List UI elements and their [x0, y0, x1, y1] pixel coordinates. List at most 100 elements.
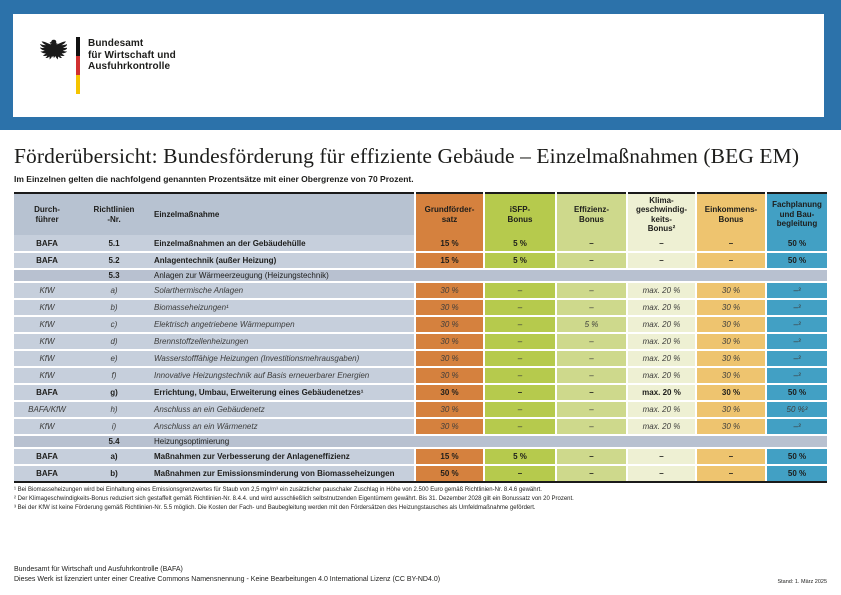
- cell-durchfuehrer: BAFA: [14, 465, 80, 483]
- cell-fachplanung-baubegleitung: 50 %: [765, 448, 827, 466]
- column-header-isfp-bonus: iSFP- Bonus: [483, 193, 556, 235]
- cell-klimageschwindigkeits-bonus: max. 20 %: [626, 401, 696, 419]
- cell-isfp-bonus: –: [483, 465, 556, 483]
- cell-klimageschwindigkeits-bonus: max. 20 %: [626, 316, 696, 334]
- cell-effizienz-bonus: –: [555, 418, 627, 436]
- cell-einzelmassnahme: Brennstoffzellenheizungen: [148, 333, 415, 351]
- cell-durchfuehrer: KfW: [14, 333, 80, 351]
- cell-isfp-bonus: 5 %: [483, 235, 556, 253]
- content-area: Förderübersicht: Bundesförderung für eff…: [0, 130, 841, 513]
- cell-richtlinien-nr: g): [80, 384, 148, 402]
- cell-einzelmassnahme: Einzelmaßnahmen an der Gebäudehülle: [148, 235, 415, 253]
- cell-klimageschwindigkeits-bonus: –: [626, 465, 696, 483]
- cell-isfp-bonus: –: [483, 316, 556, 334]
- cell-einkommens-bonus: 30 %: [695, 367, 766, 385]
- column-header-effizienz-bonus: Effizienz- Bonus: [555, 193, 627, 235]
- cell-einzelmassnahme: Biomasseheizungen¹: [148, 299, 415, 317]
- bafa-logo: Bundesamt für Wirtschaft und Ausfuhrkont…: [40, 37, 176, 94]
- cell-fachplanung-baubegleitung: –³: [765, 282, 827, 300]
- table-row: KfW a) Solarthermische Anlagen 30 % – – max. 2…: [14, 282, 827, 300]
- cell-richtlinien-nr: 5.4: [80, 435, 148, 449]
- cell-einzelmassnahme: Solarthermische Anlagen: [148, 282, 415, 300]
- footer-license: Dieses Werk ist lizenziert unter einer C…: [14, 576, 441, 583]
- cell-durchfuehrer: KfW: [14, 350, 80, 368]
- cell-richtlinien-nr: a): [80, 448, 148, 466]
- table-row: KfW c) Elektrisch angetriebene Wärmepumpen…: [14, 316, 827, 334]
- cell-fachplanung-baubegleitung: 50 %: [765, 384, 827, 402]
- cell-isfp-bonus: –: [483, 282, 556, 300]
- cell-fachplanung-baubegleitung: –³: [765, 333, 827, 351]
- cell-klimageschwindigkeits-bonus: –: [626, 448, 696, 466]
- cell-grundfoerdersatz: 15 %: [414, 448, 484, 466]
- cell-einzelmassnahme: Anlagentechnik (außer Heizung): [148, 252, 415, 270]
- cell-richtlinien-nr: f): [80, 367, 148, 385]
- cell-richtlinien-nr: 5.2: [80, 252, 148, 270]
- column-header-durchfuehrer: Durch- führer: [14, 193, 80, 235]
- cell-isfp-bonus: –: [483, 333, 556, 351]
- cell-effizienz-bonus: –: [555, 252, 627, 270]
- cell-fachplanung-baubegleitung: –³: [765, 367, 827, 385]
- cell-effizienz-bonus: –: [555, 333, 627, 351]
- cell-effizienz-bonus: –: [555, 235, 627, 253]
- cell-einkommens-bonus: –: [695, 448, 766, 466]
- column-header-fachplanung-baubegleitung: Fachplanung und Bau- begleitung: [765, 193, 827, 235]
- table-body: BAFA 5.1 Einzelmaßnahmen an der Gebäudehül…: [14, 235, 827, 483]
- table-row: KfW f) Innovative Heizungstechnik auf Basi…: [14, 367, 827, 385]
- logo-text: Bundesamt für Wirtschaft und Ausfuhrkont…: [88, 37, 176, 73]
- flag-stripe-icon: [76, 37, 80, 94]
- cell-effizienz-bonus: –: [555, 465, 627, 483]
- cell-durchfuehrer: [14, 435, 80, 449]
- cell-einzelmassnahme: Anschluss an ein Gebäudenetz: [148, 401, 415, 419]
- cell-isfp-bonus: –: [483, 350, 556, 368]
- cell-einkommens-bonus: 30 %: [695, 282, 766, 300]
- cell-grundfoerdersatz: 15 %: [414, 252, 484, 270]
- cell-grundfoerdersatz: 30 %: [414, 418, 484, 436]
- table-row: BAFA g) Errichtung, Umbau, Erweiterung ein…: [14, 384, 827, 402]
- cell-isfp-bonus: –: [483, 367, 556, 385]
- cell-effizienz-bonus: –: [555, 401, 627, 419]
- cell-klimageschwindigkeits-bonus: max. 20 %: [626, 418, 696, 436]
- cell-einzelmassnahme: Maßnahmen zur Verbesserung der Anlagenef…: [148, 448, 415, 466]
- cell-isfp-bonus: –: [483, 401, 556, 419]
- header-row: Durch- führer Richtlinien -Nr. Einzelmaßna…: [14, 193, 827, 235]
- cell-durchfuehrer: KfW: [14, 418, 80, 436]
- cell-einkommens-bonus: –: [695, 252, 766, 270]
- cell-richtlinien-nr: h): [80, 401, 148, 419]
- cell-fachplanung-baubegleitung: –³: [765, 418, 827, 436]
- cell-richtlinien-nr: a): [80, 282, 148, 300]
- cell-einkommens-bonus: 30 %: [695, 384, 766, 402]
- footnote-1: ¹ Bei Biomasseheizungen wird bei Einhalt…: [14, 487, 542, 493]
- column-header-einzelmassnahme: Einzelmaßnahme: [148, 193, 415, 235]
- cell-einzelmassnahme: Maßnahmen zur Emissionsminderung von Bio…: [148, 465, 415, 483]
- cell-fachplanung-baubegleitung: –³: [765, 350, 827, 368]
- page-title: Förderübersicht: Bundesförderung für eff…: [14, 144, 800, 168]
- cell-isfp-bonus: 5 %: [483, 448, 556, 466]
- header-band: Bundesamt für Wirtschaft und Ausfuhrkont…: [0, 0, 841, 130]
- table-row: KfW i) Anschluss an ein Wärmenetz 30 % – – max…: [14, 418, 827, 436]
- cell-klimageschwindigkeits-bonus: max. 20 %: [626, 367, 696, 385]
- cell-durchfuehrer: BAFA: [14, 384, 80, 402]
- cell-fachplanung-baubegleitung: 50 %: [765, 235, 827, 253]
- cell-richtlinien-nr: 5.3: [80, 269, 148, 283]
- cell-richtlinien-nr: e): [80, 350, 148, 368]
- cell-einzelmassnahme: Anlagen zur Wärmeerzeugung (Heizungstech…: [148, 269, 827, 283]
- cell-grundfoerdersatz: 30 %: [414, 401, 484, 419]
- cell-richtlinien-nr: d): [80, 333, 148, 351]
- table-header: Durch- führer Richtlinien -Nr. Einzelmaßna…: [14, 193, 827, 235]
- cell-durchfuehrer: [14, 269, 80, 283]
- cell-richtlinien-nr: b): [80, 465, 148, 483]
- cell-einkommens-bonus: –: [695, 235, 766, 253]
- footer-left: Bundesamt für Wirtschaft und Ausfuhrkont…: [14, 565, 440, 585]
- cell-klimageschwindigkeits-bonus: –: [626, 235, 696, 253]
- cell-durchfuehrer: KfW: [14, 316, 80, 334]
- cell-richtlinien-nr: 5.1: [80, 235, 148, 253]
- cell-einzelmassnahme: Anschluss an ein Wärmenetz: [148, 418, 415, 436]
- cell-durchfuehrer: BAFA: [14, 235, 80, 253]
- footer-date: Stand: 1. März 2025: [777, 579, 827, 585]
- cell-einzelmassnahme: Errichtung, Umbau, Erweiterung eines Geb…: [148, 384, 415, 402]
- funding-table: Durch- führer Richtlinien -Nr. Einzelmaßna…: [14, 192, 827, 483]
- cell-einzelmassnahme: Wasserstofffähige Heizungen (Investition…: [148, 350, 415, 368]
- cell-effizienz-bonus: –: [555, 350, 627, 368]
- cell-einkommens-bonus: 30 %: [695, 350, 766, 368]
